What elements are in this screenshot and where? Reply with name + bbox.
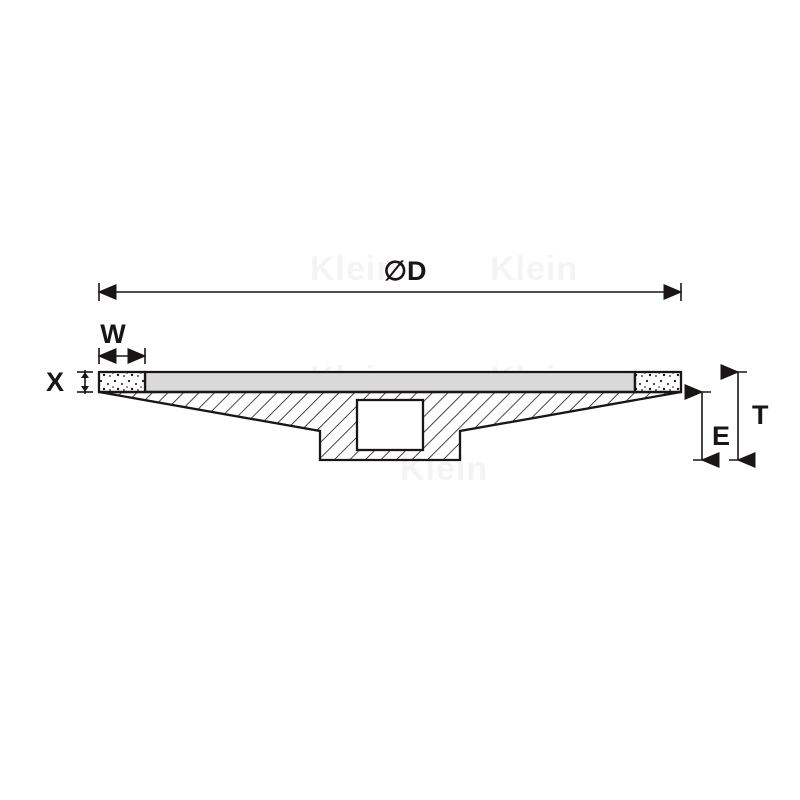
technical-drawing: Klein Klein Klein Klein Klein ∅DWXTE <box>0 0 800 800</box>
abrasive-segment-left <box>99 372 145 392</box>
label-D: ∅D <box>383 256 426 286</box>
label-T: T <box>752 400 769 430</box>
label-X: X <box>46 367 64 397</box>
top-plate-face <box>145 372 635 392</box>
label-E: E <box>712 421 730 451</box>
wheel-cross-section <box>99 372 681 460</box>
label-W: W <box>100 319 126 349</box>
svg-text:Klein: Klein <box>490 250 578 288</box>
abrasive-segment-right <box>635 372 681 392</box>
bore <box>357 400 423 450</box>
